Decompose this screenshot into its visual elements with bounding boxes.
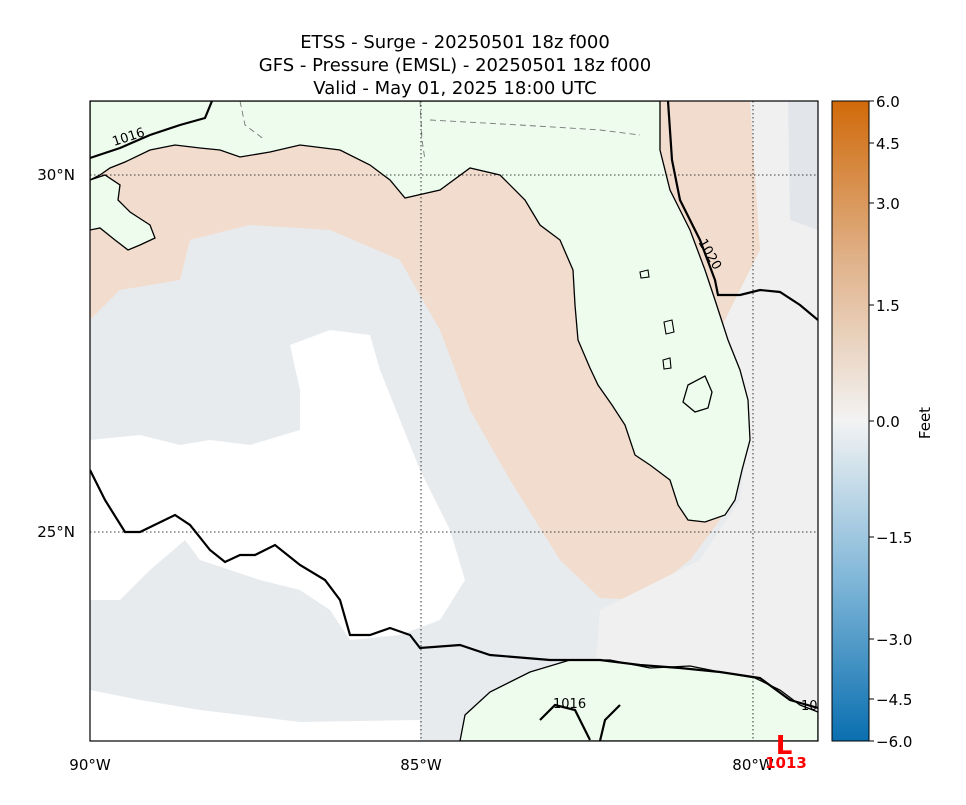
title-line-3: Valid - May 01, 2025 18:00 UTC xyxy=(313,78,597,99)
lake-okeechobee xyxy=(682,375,713,413)
land-mississippi-delta xyxy=(90,174,156,251)
colorbar xyxy=(831,100,870,742)
lon-label-90w: 90°W xyxy=(69,756,111,774)
isobar-1020 xyxy=(666,101,818,321)
colorbar-ticks xyxy=(869,100,874,742)
surge-negative-east xyxy=(788,101,818,230)
state-boundary-west xyxy=(239,101,266,141)
land-gulf-coast-florida xyxy=(90,101,751,523)
map-frame xyxy=(89,100,819,742)
colorbar-tick-label: 4.5 xyxy=(876,135,900,153)
graticule xyxy=(90,101,818,741)
isobar-1016-south xyxy=(90,469,818,710)
lon-label-80w: 80°W xyxy=(732,756,774,774)
low-pressure-value: 1013 xyxy=(765,754,807,772)
colorbar-tick-label: −6.0 xyxy=(876,733,912,751)
colorbar-tick-label: −4.5 xyxy=(876,691,912,709)
map-area xyxy=(90,101,818,741)
isobar-label-1016-cuba: 1016 xyxy=(553,697,586,712)
lake-small-2 xyxy=(662,357,672,370)
isobar-1016-cuba xyxy=(539,703,591,741)
low-pressure-symbol: L xyxy=(776,731,793,761)
colorbar-tick-label: −1.5 xyxy=(876,529,912,547)
colorbar-tick-label: −3.0 xyxy=(876,631,912,649)
no-data-region xyxy=(90,330,465,640)
surge-neutral-east xyxy=(590,101,818,741)
title-line-1: ETSS - Surge - 20250501 18z f000 xyxy=(300,32,610,53)
colorbar-label: Feet xyxy=(916,407,934,439)
colorbar-tick-label: 0.0 xyxy=(876,413,900,431)
isobar-cuba-loop xyxy=(598,704,621,741)
lat-label-25n: 25°N xyxy=(37,523,75,541)
lake-small-3 xyxy=(639,269,650,279)
isobar-label-10: 10 xyxy=(801,699,818,714)
colorbar-tick-label: 3.0 xyxy=(876,195,900,213)
colorbar-tick-label: 6.0 xyxy=(876,93,900,111)
lon-label-85w: 85°W xyxy=(400,756,442,774)
no-data-region-southwest xyxy=(90,690,420,741)
lat-label-30n: 30°N xyxy=(37,166,75,184)
isobar-1016-north xyxy=(90,101,214,160)
title-line-2: GFS - Pressure (EMSL) - 20250501 18z f00… xyxy=(258,55,652,76)
land-cuba xyxy=(459,659,818,741)
state-boundary xyxy=(429,119,641,136)
lake-small-1 xyxy=(663,319,675,335)
colorbar-tick-label: 1.5 xyxy=(876,297,900,315)
